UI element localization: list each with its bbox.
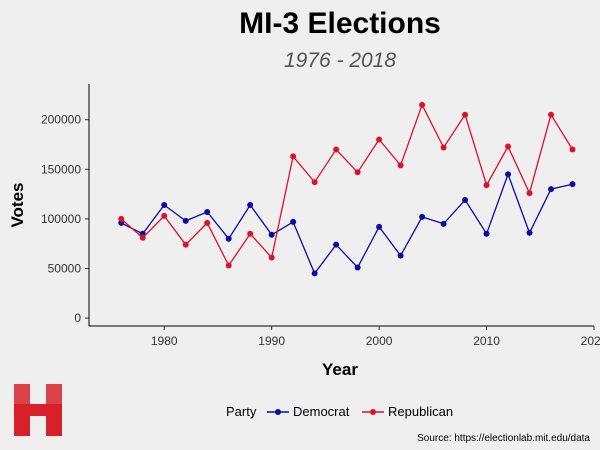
data-point-democrat: [548, 186, 555, 193]
series-line-democrat: [120, 172, 573, 275]
y-ticks: 0 50000 100000 150000 200000: [41, 113, 89, 325]
series-democrat: [118, 171, 576, 277]
data-point-republican: [569, 146, 576, 153]
data-point-democrat: [268, 231, 275, 238]
y-tick-label: 0: [74, 311, 81, 325]
logo-highlight: [14, 384, 62, 404]
data-point-republican: [139, 234, 146, 241]
data-point-democrat: [311, 270, 318, 277]
x-axis-label: Year: [322, 360, 358, 379]
data-point-republican: [505, 143, 512, 150]
data-point-democrat: [569, 181, 576, 188]
legend-label-republican: Republican: [388, 404, 453, 419]
x-tick-label: 2010: [473, 334, 500, 348]
source-note: Source: https://electionlab.mit.edu/data: [417, 433, 590, 444]
axes: [88, 84, 594, 327]
data-point-democrat: [440, 220, 447, 227]
data-point-republican: [419, 101, 426, 108]
data-point-democrat: [247, 202, 254, 208]
y-tick-label: 50000: [48, 261, 82, 275]
data-point-democrat: [333, 241, 340, 248]
x-tick-label: 2000: [366, 334, 393, 348]
y-tick-label: 100000: [41, 212, 81, 226]
data-point-republican: [483, 182, 490, 189]
data-point-republican: [118, 215, 125, 222]
legend-item-democrat: Democrat: [267, 404, 350, 419]
data-point-republican: [440, 144, 447, 151]
y-tick-label: 150000: [41, 162, 81, 176]
data-point-democrat: [225, 235, 232, 242]
data-point-republican: [548, 111, 555, 118]
data-point-democrat: [161, 202, 168, 208]
legend: Party Democrat Republican: [226, 404, 453, 419]
legend-label-democrat: Democrat: [293, 404, 350, 419]
data-point-republican: [204, 219, 211, 226]
data-point-republican: [182, 241, 189, 248]
legend-item-republican: Republican: [362, 404, 453, 419]
data-point-republican: [268, 254, 275, 261]
data-point-democrat: [462, 197, 469, 204]
data-point-republican: [247, 230, 254, 237]
data-point-republican: [333, 146, 340, 153]
data-point-republican: [290, 153, 297, 160]
data-point-democrat: [376, 223, 383, 230]
data-point-democrat: [182, 217, 189, 224]
legend-marker-republican: [370, 409, 376, 415]
data-point-democrat: [354, 264, 361, 271]
data-point-republican: [311, 179, 318, 186]
data-point-democrat: [419, 213, 426, 220]
data-point-democrat: [526, 229, 533, 236]
data-point-republican: [161, 212, 168, 219]
data-point-democrat: [505, 171, 512, 178]
chart-title: MI-3 Elections: [239, 7, 441, 40]
x-tick-label: 1980: [151, 334, 178, 348]
chart-subtitle: 1976 - 2018: [284, 49, 396, 72]
data-point-republican: [397, 162, 404, 169]
series-layer: [118, 101, 576, 277]
data-point-democrat: [290, 218, 297, 225]
data-point-republican: [354, 169, 361, 176]
y-axis-label: Votes: [8, 182, 27, 227]
data-point-democrat: [483, 230, 490, 237]
data-point-republican: [462, 111, 469, 118]
data-point-democrat: [204, 208, 211, 215]
series-line-republican: [120, 103, 574, 267]
data-point-republican: [526, 190, 533, 197]
series-republican: [118, 101, 576, 269]
legend-marker-democrat: [275, 409, 281, 415]
legend-title: Party: [226, 404, 257, 419]
data-point-democrat: [397, 252, 404, 259]
logo: [10, 382, 66, 438]
y-tick-label: 200000: [41, 113, 81, 127]
data-point-republican: [225, 262, 232, 269]
logo-h-icon: [14, 384, 62, 436]
data-point-republican: [376, 136, 383, 143]
x-tick-label: 1990: [258, 334, 285, 348]
